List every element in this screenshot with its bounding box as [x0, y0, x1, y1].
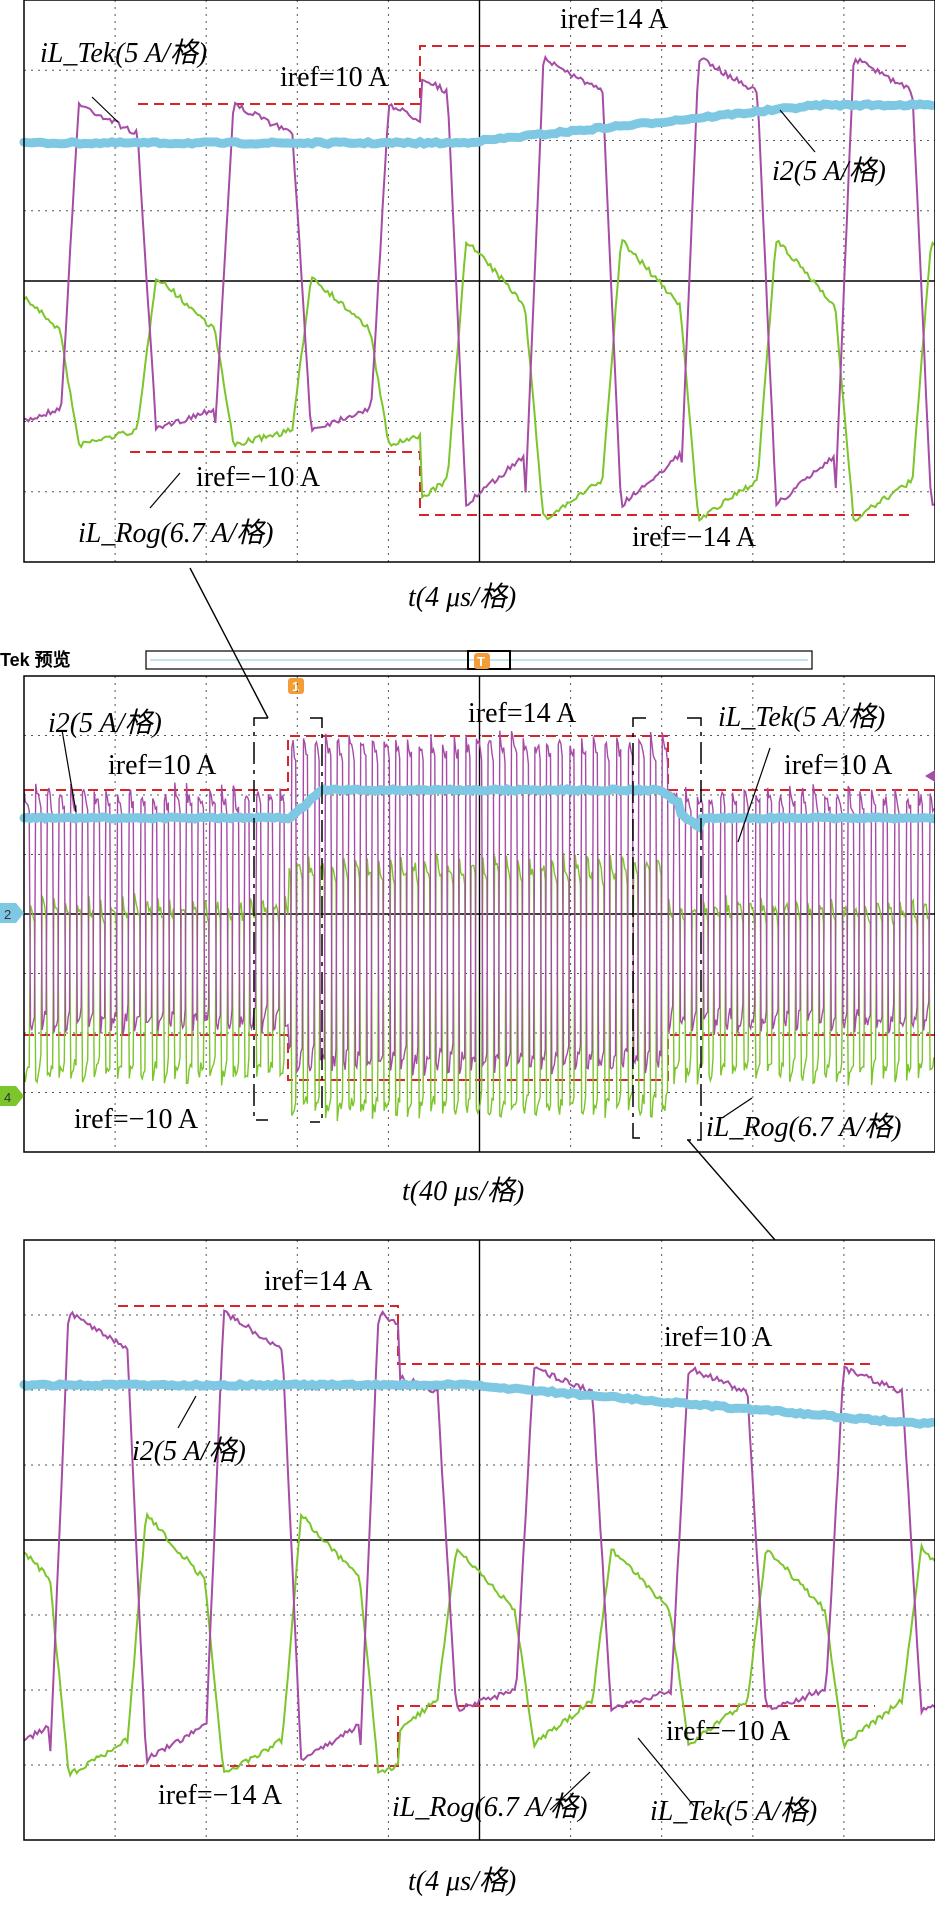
bottom-label-iref-14: iref=14 A — [264, 1266, 373, 1297]
svg-text:1: 1 — [292, 679, 299, 694]
top-label-iref-neg14: iref=−14 A — [632, 522, 757, 553]
top-panel: iL_Tek(5 A/格) iref=10 A iref=14 A i2(5 A… — [19, 0, 935, 613]
ch2-marker: 2 — [0, 903, 24, 923]
record-overview-window — [467, 650, 511, 670]
middle-frame — [23, 675, 935, 1153]
ch4-marker: 4 — [0, 1086, 24, 1106]
top-label-i2: i2(5 A/格) — [772, 156, 886, 187]
top-label-iref-neg10: iref=−10 A — [196, 462, 321, 493]
bottom-leaders — [177, 1395, 695, 1811]
bottom-il-rog-trace — [23, 1511, 935, 1778]
middle-time-label: t(40 μs/格) — [402, 1176, 524, 1207]
middle-label-iref-10-left: iref=10 A — [108, 750, 217, 781]
middle-panel: Tek 预览 T 1 2 4 — [0, 567, 935, 1241]
top-il-tek-trace — [23, 54, 935, 509]
middle-label-iref-10-right: iref=10 A — [784, 750, 893, 781]
middle-iref-negative — [24, 1034, 935, 1081]
cursor-marker-1: 1 — [288, 678, 304, 694]
svg-text:4: 4 — [4, 1090, 11, 1105]
top-leaders — [91, 96, 816, 509]
svg-text:2: 2 — [4, 907, 11, 922]
middle-label-i2: i2(5 A/格) — [48, 708, 162, 739]
top-time-label: t(4 μs/格) — [408, 582, 516, 613]
bottom-iref-negative — [118, 1705, 875, 1767]
middle-label-iref-14: iref=14 A — [468, 698, 577, 729]
top-frame — [23, 0, 935, 563]
bottom-label-il-tek: iL_Tek(5 A/格) — [650, 1796, 817, 1827]
middle-leaders — [61, 729, 771, 1119]
zoom-connectors — [189, 567, 776, 1241]
middle-il-tek-trace — [23, 730, 935, 1076]
top-iref-negative — [130, 451, 910, 516]
top-il-rog-trace — [23, 238, 935, 523]
top-label-il-rog: iL_Rog(6.7 A/格) — [78, 518, 273, 549]
top-i2-trace — [19, 98, 935, 149]
svg-text:T: T — [477, 654, 485, 669]
middle-i2-trace — [19, 783, 935, 834]
bottom-label-i2: i2(5 A/格) — [132, 1436, 246, 1467]
top-iref-positive — [138, 45, 910, 105]
bottom-frame — [23, 1239, 935, 1841]
bottom-label-iref-neg10: iref=−10 A — [666, 1716, 791, 1747]
trigger-marker: T — [474, 653, 490, 669]
middle-iref-lines — [24, 735, 935, 1081]
top-label-il-tek: iL_Tek(5 A/格) — [40, 38, 207, 69]
top-iref-lines — [130, 45, 910, 516]
bottom-label-il-rog: iL_Rog(6.7 A/格) — [392, 1792, 587, 1823]
bottom-time-label: t(4 μs/格) — [408, 1866, 516, 1897]
ref-level-arrow — [925, 770, 935, 782]
middle-il-rog-trace — [23, 852, 935, 1122]
middle-label-il-rog: iL_Rog(6.7 A/格) — [706, 1112, 901, 1143]
zoom-brackets — [253, 717, 702, 1141]
top-grid — [24, 0, 935, 562]
bottom-label-iref-neg14: iref=−14 A — [158, 1780, 283, 1811]
bottom-il-tek-trace — [23, 1309, 935, 1766]
bottom-panel: iref=14 A iref=10 A i2(5 A/格) iref=−14 A… — [19, 1239, 935, 1897]
top-label-iref-10: iref=10 A — [280, 62, 389, 93]
middle-label-il-tek: iL_Tek(5 A/格) — [718, 702, 885, 733]
bottom-label-iref-10: iref=10 A — [664, 1322, 773, 1353]
middle-label-iref-neg10: iref=−10 A — [74, 1104, 199, 1135]
bottom-i2-trace — [19, 1378, 935, 1429]
tek-preview-header: Tek 预览 — [0, 649, 71, 670]
top-label-iref-14: iref=14 A — [560, 4, 669, 35]
